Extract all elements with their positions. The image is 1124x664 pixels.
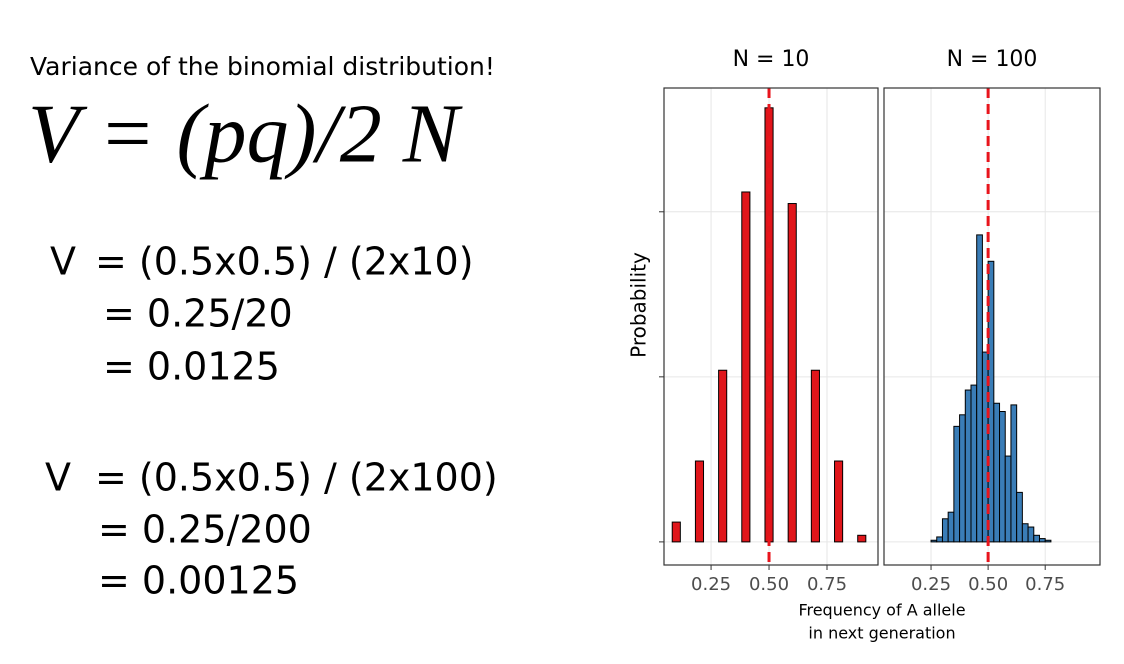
histogram-bar: [953, 425, 961, 543]
calc-line: = 0.25/20: [103, 292, 293, 336]
histogram-bar: [1027, 526, 1035, 543]
histogram-bar: [1021, 523, 1029, 543]
histogram-bar: [959, 414, 966, 543]
bar: [741, 191, 751, 543]
bar: [834, 460, 844, 543]
histogram-bar: [976, 234, 983, 543]
bar: [857, 534, 867, 543]
bar: [787, 203, 797, 543]
heading: Variance of the binomial distribution!: [30, 52, 495, 81]
histogram-bar: [947, 511, 955, 543]
x-tick-label: 0.75: [1025, 574, 1065, 595]
histogram-bar: [1044, 539, 1052, 543]
calc-line: = 0.00125: [98, 559, 299, 603]
formula: V = (pq)/2 N: [28, 87, 463, 180]
y-axis-title: Probability: [627, 252, 651, 358]
histogram-bar: [1033, 534, 1040, 543]
x-tick-label: 0.25: [691, 574, 731, 595]
histogram-bar: [941, 518, 949, 543]
panel-title: N = 100: [947, 47, 1038, 72]
histogram-bar: [1010, 404, 1018, 543]
x-axis-title: in next generation: [808, 624, 955, 643]
bar: [694, 460, 705, 543]
calc-line: = 0.25/200: [98, 508, 312, 552]
x-tick-label: 0.50: [749, 574, 789, 595]
x-axis-title: Frequency of A allele: [798, 601, 965, 620]
x-tick-label: 0.50: [968, 574, 1008, 595]
histogram-bar: [930, 539, 938, 543]
x-tick-label: 0.75: [807, 574, 847, 595]
histogram-bar: [1004, 455, 1012, 543]
calc-line: = (0.5x0.5) / (2x10): [95, 240, 474, 284]
histogram-bar: [1038, 538, 1046, 543]
bar: [671, 521, 681, 543]
bar: [810, 369, 820, 543]
panel-border: [663, 87, 879, 566]
histogram-bar: [936, 536, 943, 543]
calc-line: = 0.0125: [103, 345, 280, 389]
histogram-bar: [964, 389, 972, 543]
histogram-bar: [999, 411, 1006, 543]
histogram-bar: [970, 384, 978, 543]
variance-label: V: [45, 456, 71, 500]
variance-label: V: [50, 240, 76, 284]
histogram-bar: [1016, 491, 1023, 543]
x-tick-label: 0.25: [911, 574, 951, 595]
bar: [718, 369, 728, 543]
panel-border: [883, 87, 1101, 566]
calc-line: = (0.5x0.5) / (2x100): [95, 456, 498, 500]
histogram-bar: [993, 402, 1001, 543]
panel-title: N = 10: [733, 47, 810, 72]
